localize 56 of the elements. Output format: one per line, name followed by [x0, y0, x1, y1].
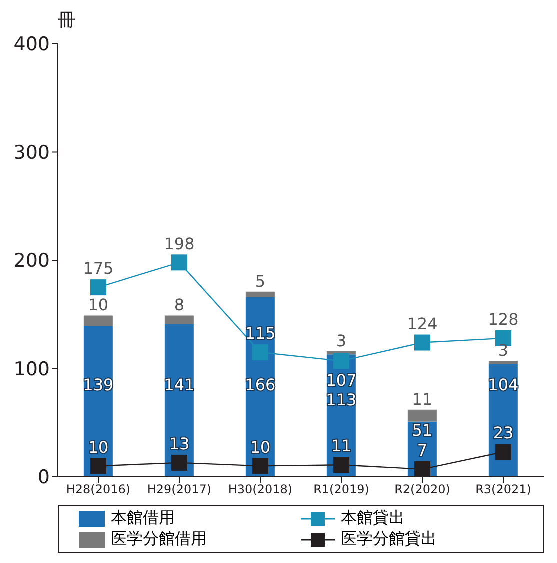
data-label: 113 — [326, 390, 357, 410]
data-label: 104 — [488, 376, 519, 395]
bar — [246, 292, 275, 298]
x-tick-label: R2(2020) — [394, 482, 450, 497]
point — [252, 458, 268, 474]
data-label: 175 — [83, 259, 114, 278]
data-label: 3 — [498, 341, 509, 360]
point — [172, 254, 188, 271]
y-tick-label: 300 — [14, 142, 50, 164]
data-label: 5 — [255, 272, 266, 291]
legend-label: 本館借用 — [111, 508, 175, 529]
bar — [408, 410, 437, 422]
data-label: 124 — [407, 314, 438, 334]
legend-label: 医学分館貸出 — [341, 529, 437, 550]
data-label: 115 — [245, 324, 276, 344]
x-tick-label: H29(2017) — [147, 482, 212, 497]
data-label: 8 — [174, 296, 185, 315]
x-tick-label: H28(2016) — [66, 482, 131, 497]
data-label: 11 — [412, 390, 433, 409]
data-label: 107 — [326, 370, 357, 390]
y-tick-label: 200 — [14, 250, 50, 272]
y-axis-title: 冊 — [58, 9, 76, 32]
point — [334, 457, 350, 474]
data-label: 198 — [164, 234, 195, 254]
y-tick-label: 0 — [38, 466, 50, 489]
bar — [84, 316, 113, 327]
data-label: 10 — [88, 438, 109, 457]
y-tick-label: 100 — [14, 358, 50, 380]
data-label: 11 — [331, 436, 352, 456]
point — [252, 344, 268, 361]
point — [496, 444, 512, 460]
point — [414, 334, 430, 351]
data-label: 10 — [250, 438, 271, 457]
point — [90, 280, 106, 296]
data-label: 10 — [88, 296, 109, 315]
data-label: 166 — [245, 376, 276, 395]
bar — [164, 316, 194, 324]
point — [414, 461, 430, 477]
data-label: 139 — [83, 376, 114, 395]
data-label: 3 — [336, 331, 347, 350]
point — [172, 454, 188, 471]
data-label: 23 — [493, 424, 514, 443]
bar — [488, 361, 518, 364]
data-label: 13 — [169, 434, 190, 454]
x-tick-label: R3(2021) — [476, 482, 532, 497]
data-label: 51 — [412, 421, 433, 440]
x-tick-label: R1(2019) — [314, 482, 370, 497]
x-tick-label: H30(2018) — [228, 482, 293, 497]
data-label: 141 — [164, 376, 195, 395]
point — [334, 353, 350, 370]
data-label: 7 — [417, 441, 428, 460]
data-label: 128 — [488, 310, 519, 330]
legend-label: 医学分館借用 — [111, 529, 207, 550]
point — [90, 458, 106, 474]
legend-label: 本館貸出 — [341, 508, 405, 529]
y-tick-label: 400 — [14, 34, 50, 56]
